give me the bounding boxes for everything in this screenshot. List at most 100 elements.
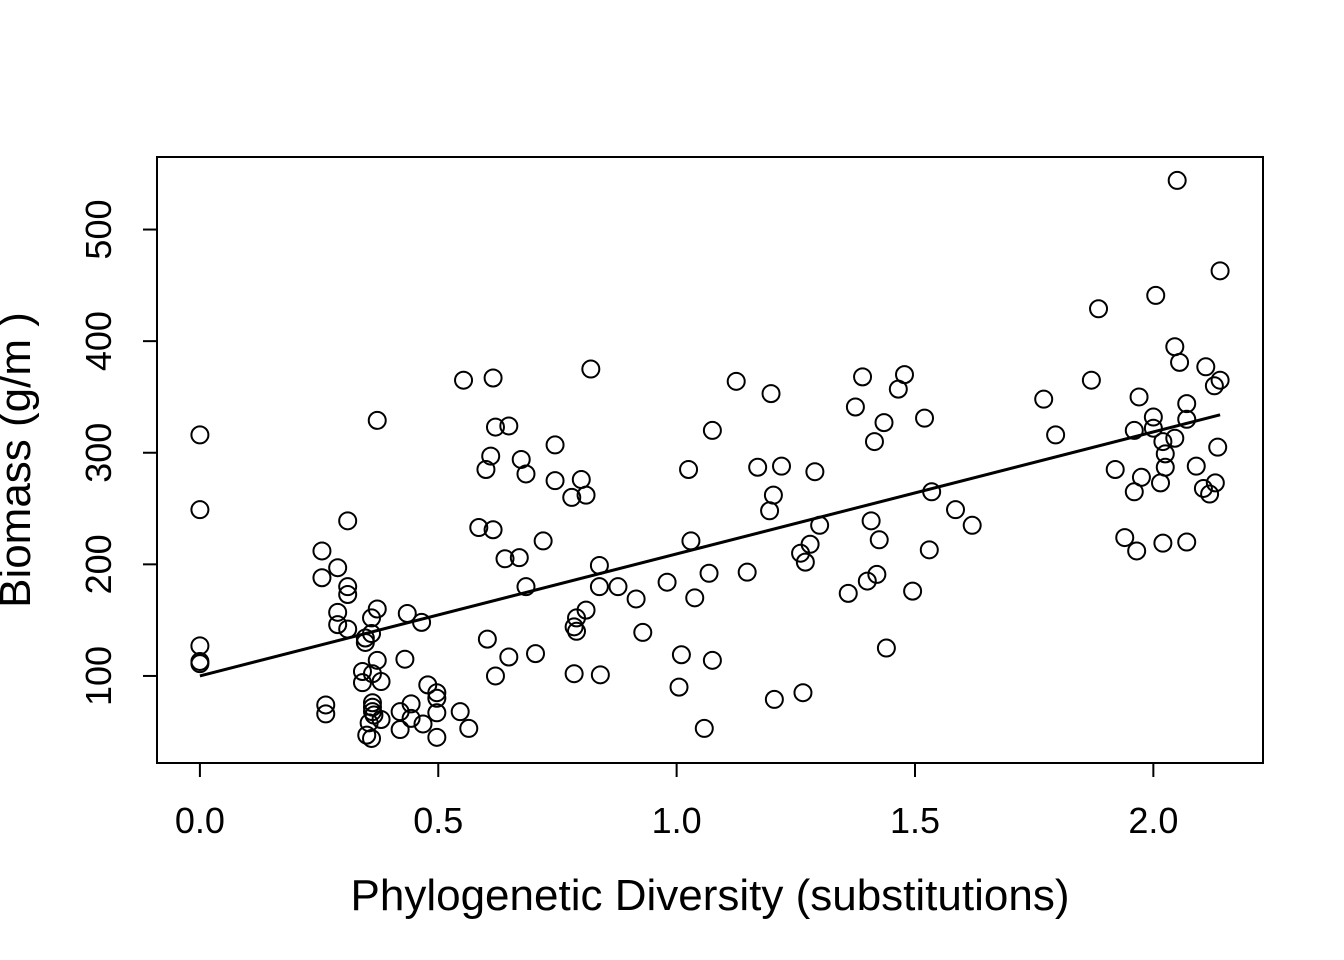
- data-point: [1165, 337, 1185, 357]
- data-point: [371, 672, 391, 692]
- data-point: [1204, 376, 1224, 396]
- data-point: [316, 695, 336, 715]
- y-tick-label: 500: [78, 200, 119, 260]
- data-point: [367, 650, 387, 670]
- data-point: [903, 581, 923, 601]
- data-point: [190, 636, 210, 656]
- data-point: [864, 432, 884, 452]
- data-point: [1046, 425, 1066, 445]
- data-point: [1165, 428, 1185, 448]
- data-point: [869, 530, 889, 550]
- y-tick-label: 200: [78, 534, 119, 594]
- data-point: [699, 563, 719, 583]
- data-point: [483, 520, 503, 540]
- data-point: [571, 470, 591, 490]
- data-point: [567, 621, 587, 641]
- data-point: [853, 367, 873, 387]
- data-point: [1200, 484, 1220, 504]
- x-tick-label: 1.0: [652, 800, 702, 841]
- data-point: [427, 683, 447, 703]
- y-tick-label: 100: [78, 646, 119, 706]
- data-point: [367, 410, 387, 430]
- data-point: [857, 571, 877, 591]
- data-point: [681, 531, 701, 551]
- data-point: [1153, 432, 1173, 452]
- data-point: [919, 540, 939, 560]
- data-point: [1124, 420, 1144, 440]
- data-point: [795, 552, 815, 572]
- data-point: [390, 720, 410, 740]
- data-point: [338, 619, 358, 639]
- data-point: [633, 622, 653, 642]
- data-point: [338, 584, 358, 604]
- data-point: [316, 704, 336, 724]
- data-point: [450, 702, 470, 722]
- data-point: [589, 577, 609, 597]
- data-point: [454, 370, 474, 390]
- data-point: [1081, 370, 1101, 390]
- data-point: [800, 534, 820, 554]
- data-point: [1177, 394, 1197, 414]
- data-point: [694, 718, 714, 738]
- data-point: [685, 588, 705, 608]
- data-point: [1153, 533, 1173, 553]
- data-point: [763, 485, 783, 505]
- x-tick-label: 1.5: [890, 800, 940, 841]
- data-point: [626, 589, 646, 609]
- data-point: [867, 564, 887, 584]
- data-point: [671, 645, 691, 665]
- data-point: [526, 644, 546, 664]
- data-point: [328, 558, 348, 578]
- data-point: [357, 725, 377, 745]
- data-point: [764, 689, 784, 709]
- data-point: [1186, 456, 1206, 476]
- data-point: [1127, 541, 1147, 561]
- x-tick-label: 0.5: [413, 800, 463, 841]
- data-point: [328, 615, 348, 635]
- data-point: [1193, 478, 1213, 498]
- data-point: [1034, 389, 1054, 409]
- data-point: [485, 417, 505, 437]
- data-point: [190, 500, 210, 520]
- data-point: [1167, 170, 1187, 190]
- data-point: [657, 572, 677, 592]
- data-point: [427, 703, 447, 723]
- data-point: [469, 518, 489, 538]
- data-point: [874, 413, 894, 433]
- data-point: [838, 583, 858, 603]
- regression-line: [199, 413, 1221, 678]
- data-point: [362, 728, 382, 748]
- data-point: [895, 365, 915, 385]
- data-point: [1196, 357, 1216, 377]
- data-point: [793, 683, 813, 703]
- data-point: [328, 602, 348, 622]
- data-point: [499, 416, 519, 436]
- data-point: [190, 654, 210, 674]
- data-point: [581, 359, 601, 379]
- data-point: [669, 677, 689, 697]
- data-point: [190, 425, 210, 445]
- data-point: [352, 661, 372, 681]
- data-point: [545, 435, 565, 455]
- data-point: [476, 459, 496, 479]
- data-point: [1143, 407, 1163, 427]
- data-point: [1210, 370, 1230, 390]
- data-point: [576, 485, 596, 505]
- data-point: [427, 727, 447, 747]
- data-point: [1105, 459, 1125, 479]
- data-point: [1170, 352, 1190, 372]
- data-point: [427, 688, 447, 708]
- data-point: [1177, 409, 1197, 429]
- data-point: [876, 638, 896, 658]
- data-point: [1177, 532, 1197, 552]
- x-tick-label: 0.0: [175, 800, 225, 841]
- data-point: [338, 511, 358, 531]
- data-point: [590, 665, 610, 685]
- x-tick-label: 2.0: [1128, 800, 1178, 841]
- data-point: [1205, 473, 1225, 493]
- data-point: [401, 708, 421, 728]
- data-point: [1146, 285, 1166, 305]
- data-point: [805, 462, 825, 482]
- data-point: [1210, 261, 1230, 281]
- y-tick-label: 400: [78, 311, 119, 371]
